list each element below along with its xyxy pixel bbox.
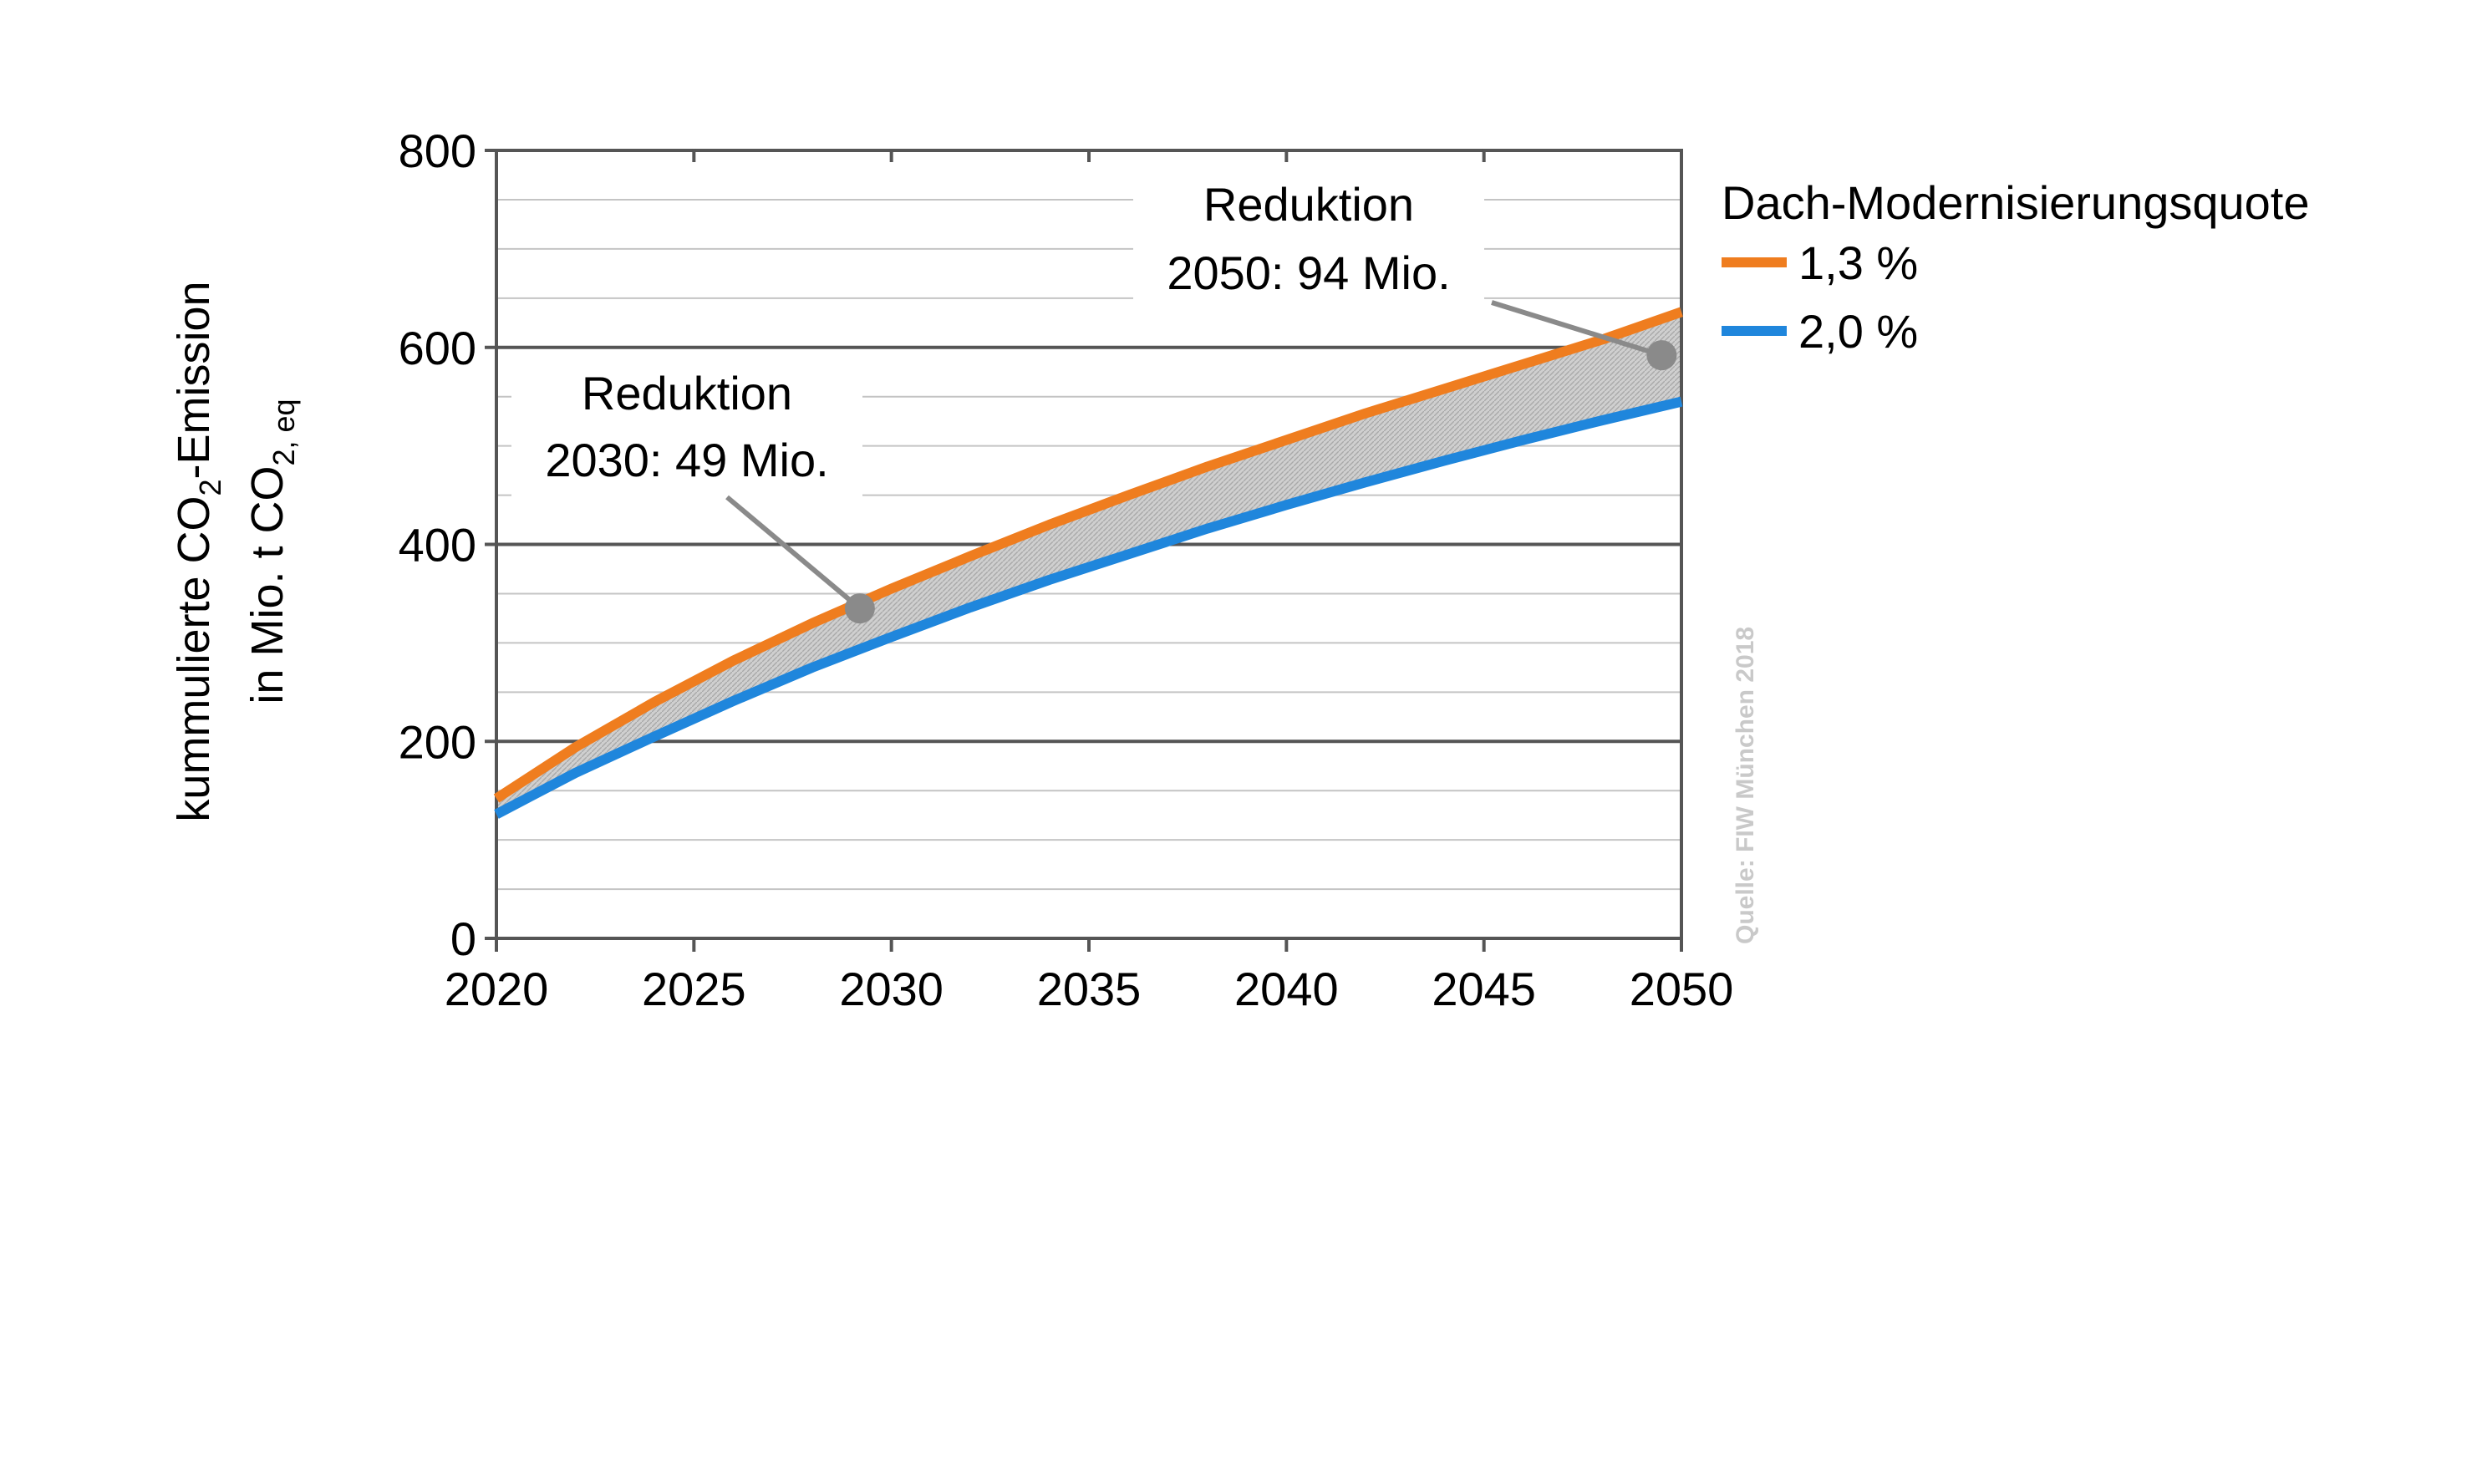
y-axis-label: kummulierte CO2-Emission in Mio. t CO2, …	[169, 281, 301, 821]
annotations: Reduktion 2030: 49 Mio. Reduktion 2050: 94 …	[511, 170, 1677, 624]
y-axis-label-line1-end: -Emission	[169, 281, 219, 479]
x-tick-label: 2040	[1234, 963, 1339, 1015]
annotation-value: 2050: 94 Mio.	[1167, 246, 1450, 299]
legend-items: 1,3 % 2,0 %	[1722, 236, 1918, 358]
svg-text:in Mio. t CO2, eq: in Mio. t CO2, eq	[242, 399, 301, 704]
y-tick-label: 400	[399, 519, 476, 572]
annotation-box	[1133, 170, 1484, 313]
x-tick-label: 2035	[1037, 963, 1142, 1015]
y-tick-label: 600	[399, 322, 476, 374]
series-line-1	[493, 307, 1683, 803]
series-line-2	[494, 396, 1683, 819]
annotation-marker	[1646, 340, 1677, 371]
x-tick-label: 2045	[1432, 963, 1536, 1015]
legend-title: Dach-Modernisierungsquote	[1722, 176, 2310, 229]
annotation-title: Reduktion	[582, 367, 792, 419]
annotation-marker	[844, 593, 875, 624]
svg-text:kummulierte CO2-Emission: kummulierte CO2-Emission	[169, 281, 227, 821]
y-axis-label-line1: kummulierte CO	[169, 496, 219, 822]
annotation-box	[511, 359, 862, 501]
y-tick-label: 0	[450, 912, 476, 965]
y-tick-label: 200	[399, 715, 476, 768]
annotation-leader-line	[725, 495, 862, 611]
axes	[485, 149, 1683, 952]
x-tick-label: 2025	[642, 963, 746, 1015]
legend-label-2: 2,0 %	[1798, 305, 1918, 358]
legend: Dach-Modernisierungsquote 1,3 % 2,0 %	[1722, 176, 2310, 358]
annotation-value: 2030: 49 Mio.	[545, 434, 828, 486]
x-tick-label: 2030	[839, 963, 944, 1015]
x-tick-label: 2050	[1630, 963, 1734, 1015]
x-tick-label: 2020	[445, 963, 549, 1015]
annotation-title: Reduktion	[1203, 178, 1414, 231]
legend-label-1: 1,3 %	[1798, 236, 1918, 289]
series-lines	[493, 307, 1683, 819]
y-axis-label-sub1: 2	[193, 479, 227, 496]
y-axis-label-sub2: 2, eq	[267, 399, 301, 465]
annotation-leader-line	[1491, 300, 1663, 358]
y-axis-label-line2: in Mio. t CO	[242, 466, 292, 704]
source-note: Quelle: FIW München 2018	[1732, 627, 1759, 944]
tick-labels: 0 200 400 600 800 2020 2025 2030 2035 2040 2045 205…	[399, 125, 1734, 1015]
y-tick-label: 800	[399, 125, 476, 177]
